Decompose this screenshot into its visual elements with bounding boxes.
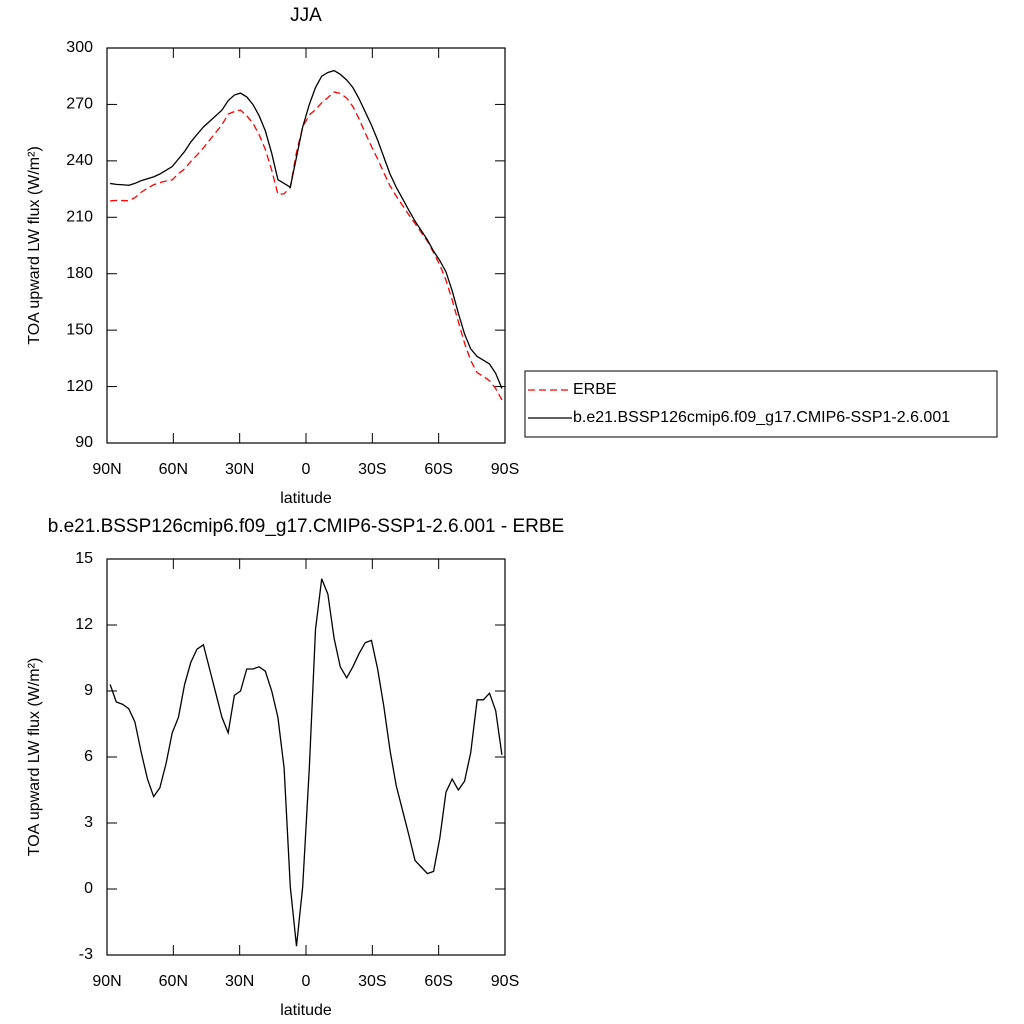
x-tick-label: 60S: [424, 461, 452, 478]
x-tick-label: 30N: [225, 973, 254, 990]
x-tick-label: 60N: [159, 461, 188, 478]
x-tick-label: 30S: [358, 973, 386, 990]
y-tick-label: 120: [66, 378, 93, 395]
y-tick-label: 3: [84, 814, 93, 831]
y-tick-label: 180: [66, 265, 93, 282]
y-axis-label: TOA upward LW flux (W/m²): [26, 658, 43, 857]
legend-box: [524, 370, 998, 438]
x-tick-label: 90N: [92, 973, 121, 990]
x-axis-label: latitude: [280, 1002, 332, 1019]
x-tick-label: 0: [302, 973, 311, 990]
data-line: [110, 91, 503, 401]
y-tick-label: 0: [84, 880, 93, 897]
y-tick-label: 270: [66, 96, 93, 113]
y-tick-label: 9: [84, 682, 93, 699]
x-tick-label: 60N: [159, 973, 188, 990]
data-line: [109, 69, 503, 389]
legend-label: b.e21.BSSP126cmip6.f09_g17.CMIP6-SSP1-2.…: [573, 409, 950, 426]
y-axis-label: TOA upward LW flux (W/m²): [26, 146, 43, 345]
x-tick-label: 60S: [424, 973, 452, 990]
plot-frame: [106, 558, 506, 956]
x-tick-label: 90N: [92, 461, 121, 478]
y-tick-label: 300: [66, 39, 93, 56]
y-tick-label: 6: [84, 748, 93, 765]
plot-frame: [106, 47, 506, 444]
y-tick-label: 210: [66, 209, 93, 226]
y-tick-label: 15: [75, 550, 93, 567]
y-tick-label: 90: [75, 434, 93, 451]
x-tick-label: 30N: [225, 461, 254, 478]
y-tick-label: 150: [66, 321, 93, 338]
x-tick-label: 90S: [491, 973, 519, 990]
x-axis-label: latitude: [280, 490, 332, 507]
y-tick-label: 12: [75, 616, 93, 633]
legend-label: ERBE: [573, 381, 617, 398]
x-tick-label: 0: [302, 461, 311, 478]
x-tick-label: 30S: [358, 461, 386, 478]
chart-title: JJA: [290, 5, 322, 26]
y-tick-label: -3: [79, 946, 93, 963]
chart-title: b.e21.BSSP126cmip6.f09_g17.CMIP6-SSP1-2.…: [48, 516, 564, 537]
y-tick-label: 240: [66, 152, 93, 169]
data-line: [109, 578, 503, 947]
x-tick-label: 90S: [491, 461, 519, 478]
